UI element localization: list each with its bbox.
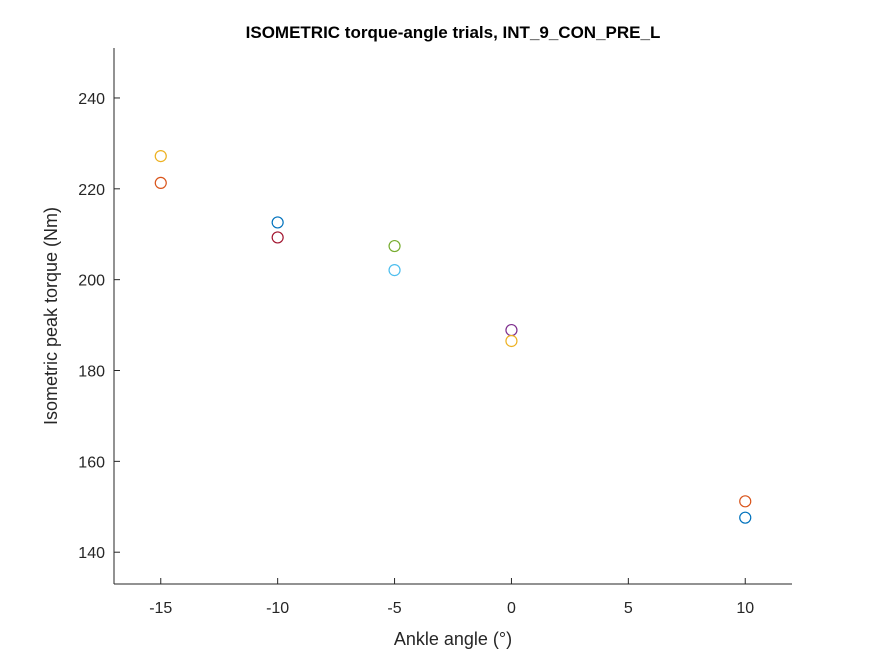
data-point [739, 511, 752, 524]
x-tick-label: 10 [736, 600, 754, 617]
data-point [388, 264, 401, 277]
y-tick-label: 220 [78, 182, 105, 199]
chart-title: ISOMETRIC torque-angle trials, INT_9_CON… [246, 23, 661, 42]
data-points [154, 150, 752, 524]
y-tick-label: 240 [78, 91, 105, 108]
y-tick-label: 180 [78, 364, 105, 381]
y-tick-label: 200 [78, 273, 105, 290]
data-point [271, 231, 284, 244]
data-point [388, 239, 401, 253]
y-tick-label: 160 [78, 454, 105, 471]
x-ticks: -15 -10 -5 0 5 10 [149, 578, 754, 617]
data-point [154, 176, 167, 190]
data-point [505, 323, 518, 337]
y-axis-label: Isometric peak torque (Nm) [41, 207, 61, 425]
data-point [739, 495, 752, 508]
x-tick-label: 5 [624, 600, 633, 617]
x-tick-label: -10 [266, 600, 289, 617]
x-tick-label: -5 [387, 600, 401, 617]
axes [113, 48, 792, 585]
x-tick-label: -15 [149, 600, 172, 617]
y-ticks: 140 160 180 200 220 240 [78, 91, 120, 562]
data-point [154, 150, 167, 163]
y-tick-label: 140 [78, 545, 105, 562]
x-axis-label: Ankle angle (°) [394, 629, 512, 649]
data-point [271, 216, 284, 229]
data-point [505, 334, 518, 348]
x-tick-label: 0 [507, 600, 516, 617]
